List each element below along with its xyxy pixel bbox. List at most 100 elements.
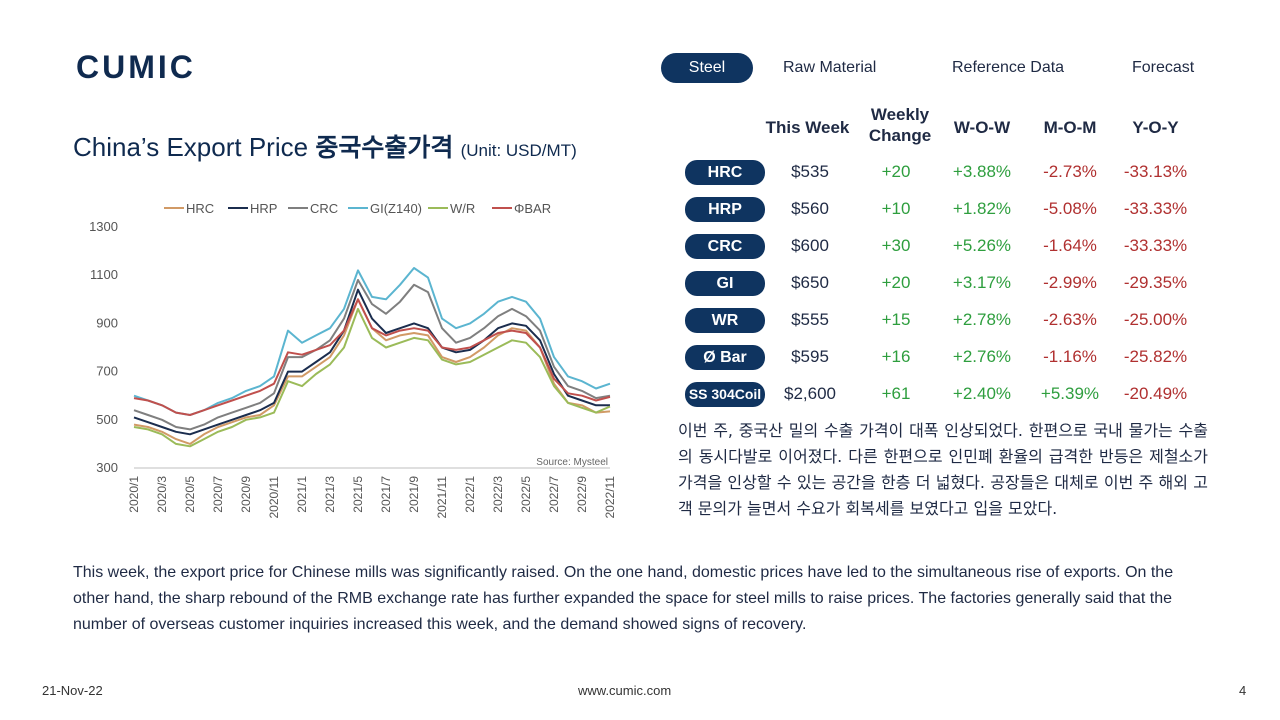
commentary-en: This week, the export price for Chinese … <box>73 564 1174 633</box>
x-tick-label: 2020/11 <box>267 476 281 519</box>
header-weekly-change-1: Weekly <box>870 105 930 124</box>
price-cell: $535 <box>791 162 829 181</box>
tab-raw-material[interactable]: Raw Material <box>783 59 877 76</box>
wow-cell: +2.40% <box>952 384 1012 403</box>
x-tick-label: 2021/9 <box>407 476 421 513</box>
legend-label: W/R <box>450 201 475 216</box>
yoy-cell: -25.00% <box>1123 310 1188 329</box>
table-row: GI $650 +20 +3.17% -2.99% -29.35% <box>680 271 1210 301</box>
table-row: SS 304Coil $2,600 +61 +2.40% +5.39% -20.… <box>680 382 1210 412</box>
x-tick-label: 2020/3 <box>155 476 169 513</box>
x-tick-label: 2021/1 <box>295 476 309 513</box>
tab-reference-data[interactable]: Reference Data <box>952 59 1065 76</box>
price-cell: $650 <box>791 273 829 292</box>
price-cell: $600 <box>791 236 829 255</box>
x-tick-label: 2020/5 <box>183 476 197 513</box>
top-nav: Steel Raw Material Reference Data Foreca… <box>661 53 1221 85</box>
x-tick-label: 2020/9 <box>239 476 253 513</box>
x-tick-label: 2022/1 <box>463 476 477 513</box>
series-line-w-r <box>133 307 611 448</box>
series-line-hrc <box>133 298 611 445</box>
tab-forecast[interactable]: Forecast <box>1132 59 1195 76</box>
yoy-cell: -20.49% <box>1123 384 1188 403</box>
x-tick-label: 2022/7 <box>547 476 561 513</box>
y-tick-label: 500 <box>96 412 118 427</box>
product-badge: GI <box>685 271 765 296</box>
x-tick-label: 2020/7 <box>211 476 225 513</box>
product-badge: HRC <box>685 160 765 185</box>
mom-cell: +5.39% <box>1040 384 1100 403</box>
change-cell: +20 <box>881 273 911 292</box>
header-mom: M-O-M <box>1043 118 1097 137</box>
cumic-logo: CUMIC <box>76 50 196 84</box>
page-title: China’s Export Price 중국수출가격 (Unit: USD/M… <box>73 128 577 164</box>
price-cell: $2,600 <box>784 384 836 403</box>
table-row: HRP $560 +10 +1.82% -5.08% -33.33% <box>680 197 1210 227</box>
mom-cell: -5.08% <box>1043 199 1097 218</box>
wow-cell: +3.88% <box>952 162 1012 181</box>
y-tick-label: 1100 <box>90 267 118 282</box>
yoy-cell: -29.35% <box>1123 273 1188 292</box>
legend-label: ΦBAR <box>514 201 551 216</box>
table-row: WR $555 +15 +2.78% -2.63% -25.00% <box>680 308 1210 338</box>
x-tick-label: 2022/5 <box>519 476 533 513</box>
svg-text:CUMIC: CUMIC <box>76 50 196 84</box>
change-cell: +61 <box>881 384 911 403</box>
yoy-cell: -33.33% <box>1123 236 1188 255</box>
title-kr: 중국수출가격 <box>315 133 454 162</box>
chart-svg: 300 500 700 900 1100 1300 2020/1 2020/3 2020/5 20… <box>89 201 617 519</box>
change-cell: +10 <box>881 199 911 218</box>
header-weekly-change-2: Change <box>868 126 932 145</box>
price-cell: $595 <box>791 347 829 366</box>
mom-cell: -2.63% <box>1043 310 1097 329</box>
header-wow: W-O-W <box>953 118 1011 137</box>
x-tick-label: 2020/1 <box>127 476 141 513</box>
footer-date: 21-Nov-22 <box>42 683 103 698</box>
product-badge: CRC <box>685 234 765 259</box>
price-cell: $560 <box>791 199 829 218</box>
wow-cell: +2.76% <box>952 347 1012 366</box>
chart-source: Source: Mysteel <box>536 457 608 468</box>
x-tick-label: 2021/5 <box>351 476 365 513</box>
y-tick-label: 300 <box>96 460 118 475</box>
series-line-hrp <box>133 288 610 436</box>
header-this-week: This Week <box>765 118 850 137</box>
y-tick-label: 900 <box>96 315 118 330</box>
yoy-cell: -33.33% <box>1123 199 1188 218</box>
y-tick-label: 1300 <box>89 219 118 234</box>
footer-page-number: 4 <box>1239 683 1247 698</box>
yoy-cell: -25.82% <box>1123 347 1188 366</box>
y-tick-label: 700 <box>96 364 118 379</box>
series-line-gi-z140- <box>133 267 611 416</box>
title-en: China’s Export Price <box>73 132 309 162</box>
table-row: CRC $600 +30 +5.26% -1.64% -33.33% <box>680 234 1210 264</box>
wow-cell: +1.82% <box>952 199 1012 218</box>
header-yoy: Y-O-Y <box>1132 118 1179 137</box>
commentary-kr: 이번 주, 중국산 밀의 수출 가격이 대폭 인상되었다. 한편으로 국내 물가… <box>678 421 1208 518</box>
price-cell: $555 <box>791 310 829 329</box>
wow-cell: +5.26% <box>952 236 1012 255</box>
x-tick-label: 2022/9 <box>575 476 589 513</box>
footer-website[interactable]: www.cumic.com <box>578 683 672 698</box>
legend-label: HRC <box>186 201 214 216</box>
legend-label: CRC <box>310 201 338 216</box>
export-price-chart: 300 500 700 900 1100 1300 2020/1 2020/3 2020/5 20… <box>70 192 617 542</box>
mom-cell: -2.73% <box>1043 162 1097 181</box>
title-unit: (Unit: USD/MT) <box>460 141 577 160</box>
tab-steel[interactable]: Steel <box>661 53 753 83</box>
product-badge: SS 304Coil <box>685 382 765 407</box>
yoy-cell: -33.13% <box>1123 162 1188 181</box>
series-line--bar <box>133 298 611 416</box>
x-tick-label: 2022/3 <box>491 476 505 513</box>
product-badge: Ø Bar <box>685 345 765 370</box>
change-cell: +16 <box>881 347 911 366</box>
product-badge: HRP <box>685 197 765 222</box>
mom-cell: -2.99% <box>1043 273 1097 292</box>
series-line-crc <box>133 279 611 431</box>
x-tick-label: 2021/7 <box>379 476 393 513</box>
x-tick-label: 2021/3 <box>323 476 337 513</box>
legend-label: GI(Z140) <box>370 201 422 216</box>
wow-cell: +2.78% <box>952 310 1012 329</box>
mom-cell: -1.64% <box>1043 236 1097 255</box>
table-row: HRC $535 +20 +3.88% -2.73% -33.13% <box>680 160 1210 190</box>
